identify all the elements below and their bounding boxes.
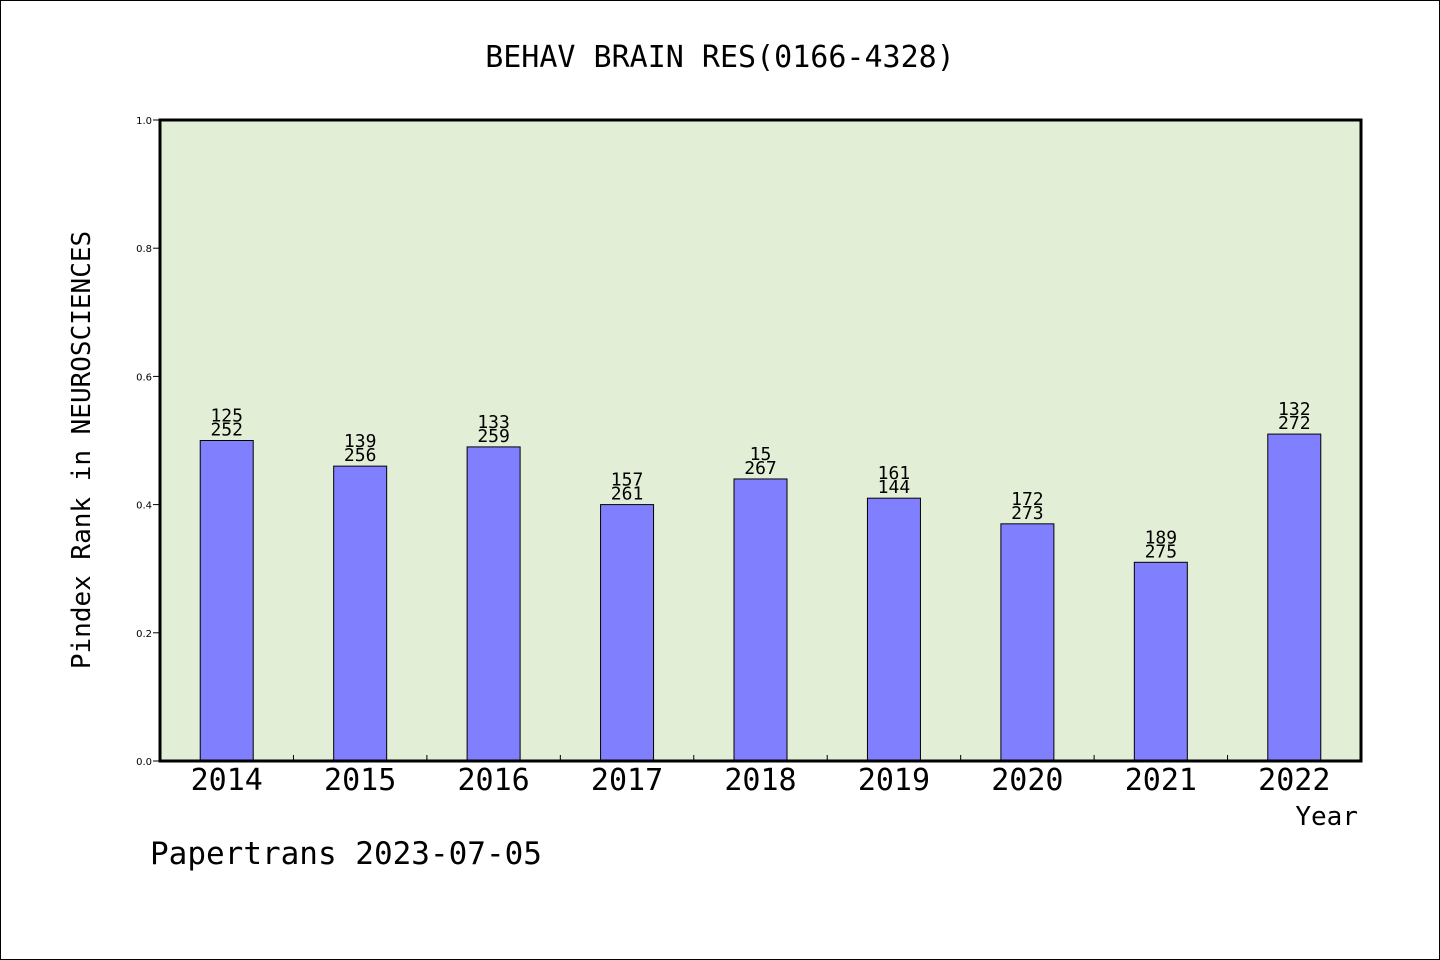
bar-label-top: 157	[611, 470, 644, 491]
y-tick-label: 0.6	[136, 372, 152, 383]
bar-label-top: 133	[477, 412, 510, 433]
footer-text: Papertrans 2023-07-05	[150, 836, 542, 872]
bar-label-bottom: 275	[1145, 541, 1178, 562]
bar-label-top: 189	[1145, 527, 1178, 548]
y-axis-label: Pindex Rank in NEUROSCIENCES	[67, 231, 97, 669]
bar-2018	[733, 478, 788, 762]
bar-2021	[1133, 561, 1188, 762]
x-tick-label: 2020	[991, 763, 1063, 798]
bar-2019	[866, 497, 921, 762]
x-tick-label: 2021	[1125, 763, 1197, 798]
bar-label-bottom: 267	[744, 458, 777, 479]
bar-label-bottom: 259	[477, 426, 510, 447]
y-tick-label: 1.0	[136, 116, 152, 127]
bar-label-top: 161	[878, 463, 911, 484]
bar-label-top: 125	[210, 406, 243, 427]
bar-2015	[333, 465, 388, 762]
chart-title: BEHAV BRAIN RES(0166-4328)	[485, 40, 955, 75]
bar-2017	[600, 504, 655, 762]
y-tick-label: 0.4	[136, 501, 152, 512]
bar-2022	[1267, 433, 1322, 762]
bar-label-bottom: 144	[878, 477, 911, 498]
x-tick-label: 2016	[457, 763, 529, 798]
x-axis-label: Year	[1295, 802, 1358, 832]
x-tick-label: 2014	[191, 763, 263, 798]
y-tick-label: 0.8	[136, 244, 152, 255]
bar-label-bottom: 252	[210, 420, 243, 441]
bar-2020	[1000, 523, 1055, 762]
bar-label-top: 172	[1011, 489, 1044, 510]
y-tick-label: 0.0	[136, 757, 152, 768]
x-tick-label: 2018	[724, 763, 796, 798]
x-tick-label: 2019	[858, 763, 930, 798]
bar-label-top: 139	[344, 431, 377, 452]
bar-2014	[199, 440, 254, 762]
x-tick-label: 2015	[324, 763, 396, 798]
x-tick-label: 2022	[1258, 763, 1330, 798]
y-tick-label: 0.2	[136, 629, 152, 640]
bar-label-top: 15	[750, 444, 772, 465]
bar-label-bottom: 273	[1011, 503, 1044, 524]
bar-label-bottom: 272	[1278, 413, 1311, 434]
bar-label-bottom: 261	[611, 484, 644, 505]
plot-border	[158, 118, 1363, 763]
bar-label-bottom: 256	[344, 445, 377, 466]
bar-label-top: 132	[1278, 399, 1311, 420]
x-tick-label: 2017	[591, 763, 663, 798]
bar-2016	[466, 446, 521, 762]
